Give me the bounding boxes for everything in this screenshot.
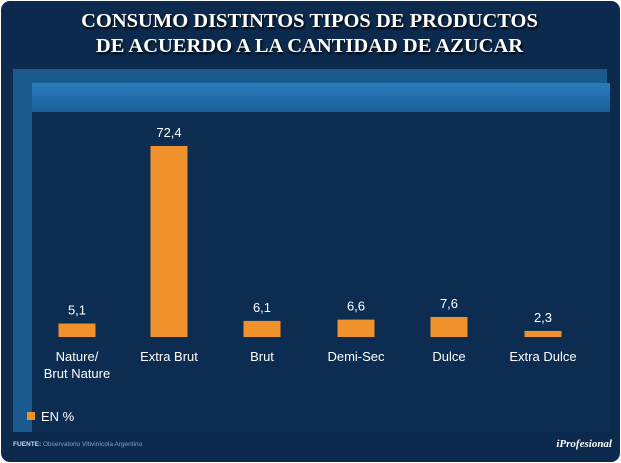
bar-1	[150, 146, 188, 337]
plot-area	[32, 112, 610, 398]
header-band	[32, 83, 610, 112]
category-label-1: Extra Brut	[140, 349, 198, 364]
category-label-0: Nature/	[56, 349, 99, 364]
bar-2	[243, 320, 281, 337]
bar-4	[430, 316, 468, 337]
bar-3	[337, 319, 375, 337]
category-label-5: Extra Dulce	[509, 349, 576, 364]
legend-label: EN %	[41, 408, 75, 424]
data-label-2: 6,1	[253, 300, 271, 315]
source-label: FUENTE:	[13, 441, 42, 448]
data-label-3: 6,6	[347, 299, 365, 314]
data-label-5: 2,3	[534, 310, 552, 325]
source-text: Observatorio Vitivinícola Argentino	[42, 441, 143, 448]
data-label-0: 5,1	[68, 303, 86, 318]
category-label-3: Demi-Sec	[327, 349, 385, 364]
chart-title: CONSUMO DISTINTOS TIPOS DE PRODUCTOS DE …	[0, 9, 619, 59]
legend: EN %	[27, 408, 75, 424]
data-label-1: 72,4	[156, 125, 181, 140]
footer-source: FUENTE: Observatorio Vitivinícola Argent…	[13, 441, 142, 448]
legend-row	[32, 398, 610, 432]
brand-logo: iProfesional	[556, 438, 612, 450]
category-label-0-line-1: Brut Nature	[44, 366, 110, 381]
category-label-2: Brut	[250, 349, 274, 364]
legend-swatch	[27, 412, 35, 420]
bar-0	[58, 323, 96, 337]
category-label-4: Dulce	[432, 349, 465, 364]
bar-5	[524, 330, 562, 337]
title-line-1: CONSUMO DISTINTOS TIPOS DE PRODUCTOS	[81, 10, 538, 32]
data-label-4: 7,6	[440, 296, 458, 311]
title-line-2: DE ACUERDO A LA CANTIDAD DE AZUCAR	[95, 35, 524, 57]
